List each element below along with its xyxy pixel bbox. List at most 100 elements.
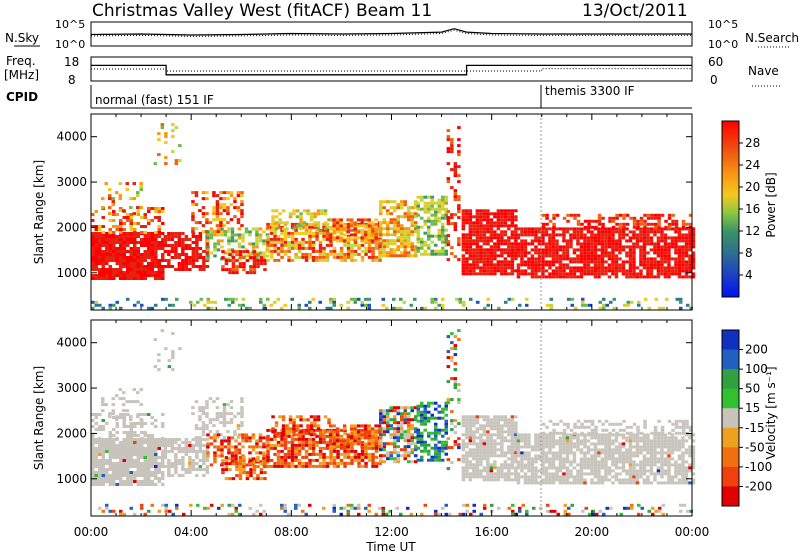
power-cell xyxy=(423,207,427,211)
power-cell xyxy=(174,253,178,256)
velocity-cell xyxy=(108,480,112,483)
power-cell xyxy=(178,159,182,163)
power-cell xyxy=(516,275,521,279)
power-cell xyxy=(367,230,371,234)
power-cell xyxy=(618,269,622,273)
velocity-cell xyxy=(507,430,511,434)
velocity-cell xyxy=(221,459,225,463)
velocity-cell xyxy=(249,471,253,475)
power-cell xyxy=(240,203,244,207)
velocity-cell xyxy=(349,442,354,446)
power-cell xyxy=(530,263,535,267)
velocity-cell xyxy=(281,415,286,419)
velocity-cell xyxy=(174,438,178,441)
power-cell xyxy=(147,247,151,250)
velocity-cell xyxy=(119,462,123,465)
power-cell xyxy=(108,250,112,253)
power-cell xyxy=(266,297,270,301)
power-cell xyxy=(249,268,253,272)
velocity-cell xyxy=(468,421,473,425)
velocity-cell xyxy=(181,462,185,465)
power-cell xyxy=(308,231,312,235)
power-cell xyxy=(646,222,651,226)
power-cell xyxy=(569,239,573,243)
velocity-cell xyxy=(140,447,144,450)
power-cell xyxy=(157,268,161,271)
power-cell xyxy=(453,165,458,169)
velocity-cell xyxy=(507,466,511,470)
velocity-cell xyxy=(461,439,466,443)
power-cell xyxy=(101,265,105,268)
power-cell xyxy=(386,233,390,237)
velocity-cell xyxy=(562,451,566,455)
power-cell xyxy=(534,269,538,273)
power-cell xyxy=(167,238,171,241)
power-cell xyxy=(147,262,151,265)
velocity-cell xyxy=(101,465,105,468)
velocity-cell xyxy=(503,460,508,464)
velocity-cell xyxy=(126,441,130,444)
power-cell xyxy=(266,249,270,253)
power-cell xyxy=(335,221,340,225)
power-cell xyxy=(601,225,605,229)
power-cell xyxy=(450,213,454,217)
power-cell xyxy=(126,256,130,259)
power-cell xyxy=(94,268,98,271)
velocity-cell xyxy=(115,462,119,465)
velocity-cell xyxy=(382,442,386,446)
power-cell xyxy=(684,248,689,252)
velocity-cell xyxy=(493,460,497,464)
power-cell xyxy=(510,263,515,267)
power-cell xyxy=(242,262,246,266)
power-cell xyxy=(653,213,658,217)
velocity-cell xyxy=(374,442,378,446)
velocity-cell xyxy=(115,468,119,471)
power-cell xyxy=(688,239,692,243)
velocity-cell xyxy=(191,462,196,465)
power-cell xyxy=(403,230,407,234)
velocity-cell xyxy=(468,439,473,443)
power-cell xyxy=(611,254,615,258)
velocity-cell xyxy=(396,430,400,434)
power-cell xyxy=(226,206,230,210)
velocity-cell xyxy=(430,431,434,435)
power-cell xyxy=(486,272,490,276)
power-cell xyxy=(548,275,552,279)
power-cell xyxy=(276,225,281,229)
power-cell xyxy=(389,251,393,255)
power-cell xyxy=(667,260,671,264)
velocity-cell xyxy=(240,400,244,404)
power-cell xyxy=(621,233,626,237)
power-cell xyxy=(586,254,591,258)
power-cell xyxy=(244,227,249,231)
power-cell xyxy=(181,238,185,241)
power-cell xyxy=(174,126,179,130)
power-cell xyxy=(416,207,420,211)
velocity-cell xyxy=(475,427,480,431)
velocity-cell xyxy=(444,422,448,426)
power-cell xyxy=(622,222,626,226)
power-cell xyxy=(126,219,130,222)
power-cell xyxy=(213,300,217,304)
velocity-cell xyxy=(150,434,154,437)
velocity-cell xyxy=(479,472,483,476)
power-cell xyxy=(249,271,253,275)
velocity-cell xyxy=(163,456,168,459)
velocity-cell xyxy=(475,442,480,446)
power-cell xyxy=(670,269,675,273)
velocity-cell xyxy=(534,475,538,479)
power-cell xyxy=(224,297,228,301)
power-cell xyxy=(143,225,147,228)
velocity-cell xyxy=(248,436,252,440)
power-cell xyxy=(238,250,243,254)
velocity-cell xyxy=(208,421,213,425)
velocity-cell xyxy=(122,453,126,456)
velocity-cell xyxy=(163,450,168,453)
velocity-cell xyxy=(301,437,305,441)
velocity-cell xyxy=(191,459,196,462)
velocity-cell xyxy=(226,412,230,416)
power-cell xyxy=(600,269,605,273)
power-cell xyxy=(278,221,282,225)
velocity-cell xyxy=(551,439,556,443)
velocity-cell xyxy=(318,461,323,465)
